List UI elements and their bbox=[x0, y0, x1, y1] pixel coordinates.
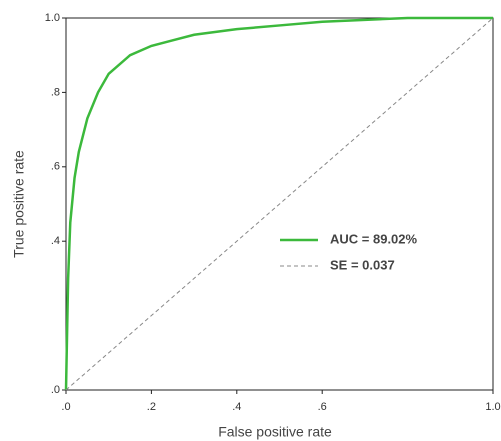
line-series bbox=[65, 17, 494, 391]
line-series bbox=[64, 16, 493, 391]
x-tick-label: 1.0 bbox=[485, 401, 500, 413]
y-tick-label: .4 bbox=[51, 235, 60, 247]
plot-frame bbox=[65, 17, 494, 391]
legend-label: SE = 0.037 bbox=[330, 257, 395, 272]
y-tick-label: .0 bbox=[51, 384, 60, 396]
x-axis-title: False positive rate bbox=[218, 424, 332, 440]
y-tick-label: 1.0 bbox=[45, 12, 60, 24]
y-tick-label: .8 bbox=[51, 86, 60, 98]
x-tick-label: .0 bbox=[61, 401, 70, 413]
x-tick-label: .2 bbox=[147, 401, 156, 413]
y-axis-title: True positive rate bbox=[11, 150, 27, 258]
y-tick-label: .6 bbox=[51, 161, 60, 173]
x-tick-label: .4 bbox=[232, 401, 241, 413]
x-tick-label: .6 bbox=[318, 401, 327, 413]
legend-label: AUC = 89.02% bbox=[330, 231, 418, 246]
